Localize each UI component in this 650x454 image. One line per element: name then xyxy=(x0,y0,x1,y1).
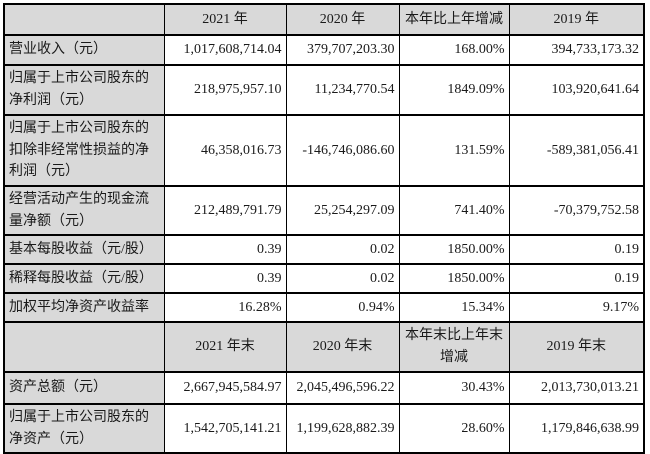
value-cell: 0.19 xyxy=(508,234,645,266)
value-cell: 394,733,173.32 xyxy=(508,34,645,66)
period-header-row: 2021 年 2020 年 本年比上年增减 2019 年 xyxy=(3,3,645,36)
financial-summary-table: 2021 年 2020 年 本年比上年增减 2019 年 营业收入（元） 1,0… xyxy=(3,3,645,454)
value-cell: 1850.00% xyxy=(398,263,510,295)
value-cell: 25,254,297.09 xyxy=(285,185,400,237)
value-cell: 212,489,791.79 xyxy=(163,185,287,237)
table-row-total-assets: 资产总额（元） 2,667,945,584.97 2,045,496,596.2… xyxy=(3,370,645,405)
row-label: 归属于上市公司股东的净资产（元） xyxy=(3,402,165,454)
table-row-basic-eps: 基本每股收益（元/股） 0.39 0.02 1850.00% 0.19 xyxy=(3,234,645,266)
value-cell: 103,920,641.64 xyxy=(508,64,645,116)
value-cell: 2,013,730,013.21 xyxy=(508,370,645,405)
value-cell: 131.59% xyxy=(398,113,510,188)
value-cell: 11,234,770.54 xyxy=(285,64,400,116)
value-cell: 16.28% xyxy=(163,292,287,324)
column-header-yoy-end-change: 本年末比上年末增减 xyxy=(398,321,510,373)
table-row-net-assets: 归属于上市公司股东的净资产（元） 1,542,705,141.21 1,199,… xyxy=(3,402,645,454)
value-cell: 28.60% xyxy=(398,402,510,454)
header-empty-cell xyxy=(3,321,165,373)
table-row-net-profit: 归属于上市公司股东的净利润（元） 218,975,957.10 11,234,7… xyxy=(3,64,645,116)
column-header-2019: 2019 年 xyxy=(508,3,645,36)
value-cell: 1,017,608,714.04 xyxy=(163,34,287,66)
column-header-2021: 2021 年 xyxy=(163,3,287,36)
row-label: 基本每股收益（元/股） xyxy=(3,234,165,266)
value-cell: 1849.09% xyxy=(398,64,510,116)
value-cell: 46,358,016.73 xyxy=(163,113,287,188)
period-end-header-row: 2021 年末 2020 年末 本年末比上年末增减 2019 年末 xyxy=(3,321,645,373)
column-header-2021-end: 2021 年末 xyxy=(163,321,287,373)
header-empty-cell xyxy=(3,3,165,36)
row-label: 加权平均净资产收益率 xyxy=(3,292,165,324)
row-label: 稀释每股收益（元/股） xyxy=(3,263,165,295)
row-label: 归属于上市公司股东的净利润（元） xyxy=(3,64,165,116)
value-cell: 2,045,496,596.22 xyxy=(285,370,400,405)
value-cell: 0.02 xyxy=(285,234,400,266)
value-cell: 0.39 xyxy=(163,263,287,295)
table-row-weighted-avg-roe: 加权平均净资产收益率 16.28% 0.94% 15.34% 9.17% xyxy=(3,292,645,324)
value-cell: 168.00% xyxy=(398,34,510,66)
row-label: 资产总额（元） xyxy=(3,370,165,405)
value-cell: 741.40% xyxy=(398,185,510,237)
value-cell: 0.39 xyxy=(163,234,287,266)
column-header-2019-end: 2019 年末 xyxy=(508,321,645,373)
value-cell: 0.94% xyxy=(285,292,400,324)
value-cell: 2,667,945,584.97 xyxy=(163,370,287,405)
value-cell: 379,707,203.30 xyxy=(285,34,400,66)
value-cell: 9.17% xyxy=(508,292,645,324)
table-row-operating-cash-flow: 经营活动产生的现金流量净额（元） 212,489,791.79 25,254,2… xyxy=(3,185,645,237)
value-cell: 15.34% xyxy=(398,292,510,324)
value-cell: -70,379,752.58 xyxy=(508,185,645,237)
table-row-diluted-eps: 稀释每股收益（元/股） 0.39 0.02 1850.00% 0.19 xyxy=(3,263,645,295)
value-cell: 1,179,846,638.99 xyxy=(508,402,645,454)
row-label: 经营活动产生的现金流量净额（元） xyxy=(3,185,165,237)
table-row-net-profit-excl-nonrecurring: 归属于上市公司股东的扣除非经常性损益的净利润（元） 46,358,016.73 … xyxy=(3,113,645,188)
column-header-2020: 2020 年 xyxy=(285,3,400,36)
row-label: 营业收入（元） xyxy=(3,34,165,66)
value-cell: -146,746,086.60 xyxy=(285,113,400,188)
column-header-2020-end: 2020 年末 xyxy=(285,321,400,373)
value-cell: 0.19 xyxy=(508,263,645,295)
value-cell: 218,975,957.10 xyxy=(163,64,287,116)
value-cell: 1850.00% xyxy=(398,234,510,266)
value-cell: 1,542,705,141.21 xyxy=(163,402,287,454)
value-cell: -589,381,056.41 xyxy=(508,113,645,188)
column-header-yoy-change: 本年比上年增减 xyxy=(398,3,510,36)
value-cell: 0.02 xyxy=(285,263,400,295)
value-cell: 1,199,628,882.39 xyxy=(285,402,400,454)
row-label: 归属于上市公司股东的扣除非经常性损益的净利润（元） xyxy=(3,113,165,188)
value-cell: 30.43% xyxy=(398,370,510,405)
table-row-revenue: 营业收入（元） 1,017,608,714.04 379,707,203.30 … xyxy=(3,34,645,66)
